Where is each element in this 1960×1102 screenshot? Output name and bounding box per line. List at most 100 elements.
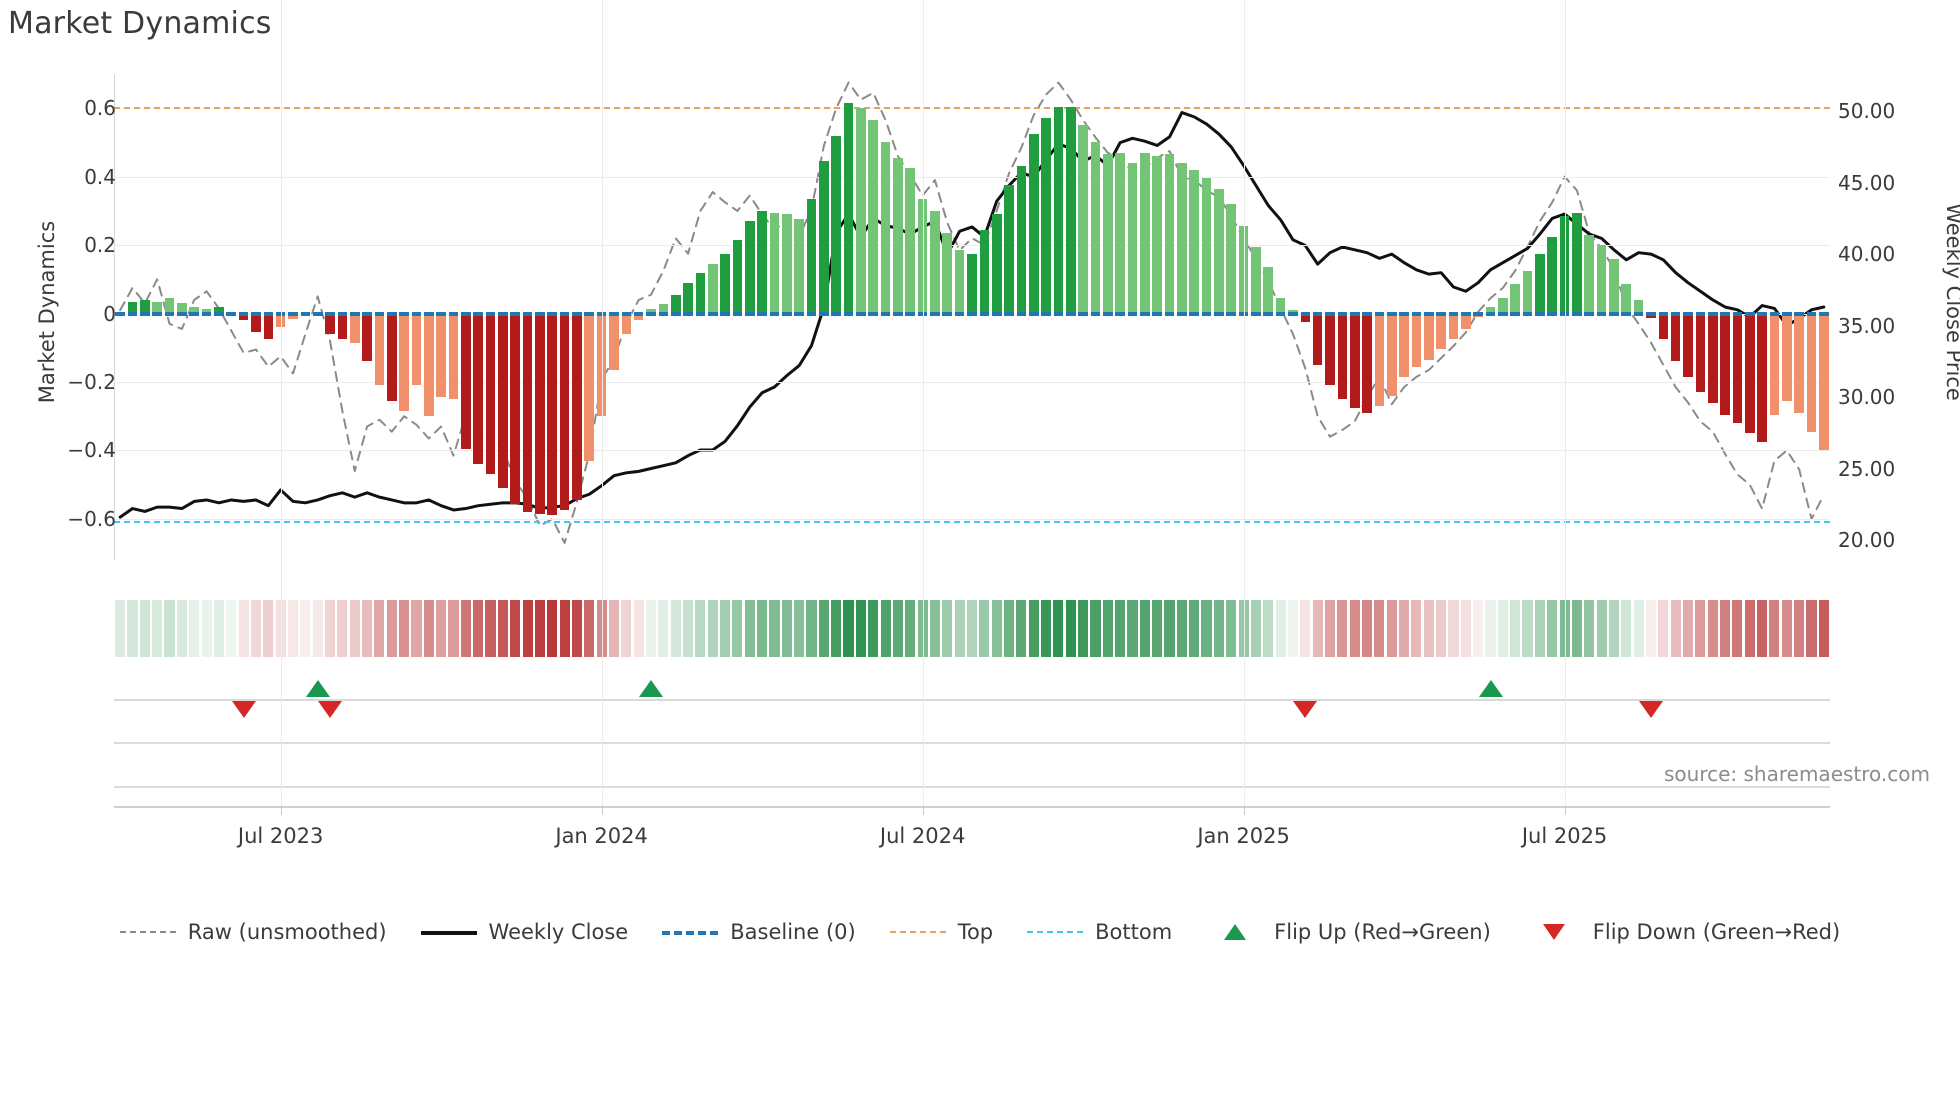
baseline-segment [448, 311, 459, 316]
heatmap-cell [522, 600, 533, 657]
dynamics-bar [1646, 313, 1656, 318]
baseline-segment [1362, 311, 1372, 316]
heatmap-cell [1361, 600, 1373, 657]
heatmap-cell [1078, 600, 1089, 657]
dynamics-bar [843, 103, 854, 314]
baseline-segment [868, 311, 879, 316]
bottom-reference-line [114, 520, 1830, 523]
heatmap-cell [1806, 600, 1817, 657]
dynamics-bar [214, 306, 224, 314]
heatmap-cell [127, 600, 138, 657]
heatmap-cell [1238, 600, 1249, 657]
baseline-segment [609, 311, 619, 316]
dynamics-bar [399, 313, 409, 412]
baseline-segment [621, 311, 632, 316]
dynamics-bar [794, 219, 804, 314]
heatmap-cell [1682, 600, 1694, 657]
y-tick-label-right: 50.00 [1838, 99, 1896, 124]
baseline-segment [498, 311, 508, 316]
y-tick-label-right: 30.00 [1838, 385, 1896, 410]
legend-item: Top [889, 920, 993, 944]
dynamics-bar [942, 233, 953, 314]
dynamics-bar [559, 313, 570, 511]
heatmap-cell [1386, 600, 1397, 657]
heatmap-cell [917, 600, 928, 657]
flip-down-marker [231, 701, 256, 718]
dynamics-bar [1300, 313, 1311, 323]
dynamics-bar [1535, 253, 1545, 314]
heatmap-cell [436, 600, 447, 657]
heatmap-cell [670, 600, 681, 657]
x-tick-mark [922, 806, 924, 815]
heatmap-cell [571, 600, 582, 657]
baseline-segment [1695, 311, 1706, 316]
dynamics-bar [1065, 106, 1076, 314]
baseline-segment [226, 311, 237, 316]
y-axis-right-label: Weekly Close Price [1942, 203, 1960, 401]
dynamics-bar [1251, 246, 1261, 314]
baseline-segment [1646, 311, 1656, 316]
flip-down-marker [1638, 701, 1663, 718]
dynamics-bar [1522, 270, 1533, 314]
dynamics-bar [263, 313, 274, 340]
dynamics-bar [609, 313, 619, 371]
baseline-segment [473, 311, 483, 316]
baseline-segment [337, 311, 348, 316]
baseline-segment [1547, 311, 1558, 316]
heatmap-cell [263, 600, 274, 657]
dynamics-bar [1386, 313, 1397, 396]
baseline-segment [1411, 311, 1422, 316]
y-tick-label-left: 0.2 [84, 233, 116, 258]
legend-swatch [1206, 924, 1262, 940]
y-gridline [114, 518, 1830, 520]
heatmap-cell [584, 600, 595, 657]
dynamics-bar [522, 313, 533, 513]
legend-line-icon [662, 931, 719, 935]
heatmap-cell [1534, 600, 1545, 657]
heatmap-cell [695, 600, 706, 657]
heatmap-cell [1287, 600, 1299, 657]
heatmap-cell [1152, 600, 1163, 657]
heatmap-cell [954, 600, 965, 657]
dynamics-bar [423, 313, 434, 417]
baseline-segment [782, 311, 792, 316]
baseline-segment [720, 311, 730, 316]
dynamics-bar [1177, 162, 1187, 314]
heatmap-cell [1436, 600, 1447, 657]
heatmap-cell [720, 600, 731, 657]
baseline-segment [670, 311, 681, 316]
dynamics-bar [461, 313, 471, 449]
heatmap-cell [892, 600, 903, 657]
heatmap-cell [423, 600, 434, 657]
heatmap-cell [1522, 600, 1533, 657]
y-tick-label-left: −0.4 [67, 438, 116, 463]
dynamics-bar [1275, 298, 1286, 314]
baseline-segment [1078, 311, 1088, 316]
top-reference-line [114, 106, 1830, 109]
heatmap-cell [497, 600, 508, 657]
heatmap-cell [843, 600, 854, 657]
heatmap-cell [337, 600, 348, 657]
heatmap-cell [1189, 600, 1200, 657]
dynamics-bar [1633, 299, 1644, 314]
dynamics-bar [164, 298, 175, 314]
legend-label: Raw (unsmoothed) [187, 920, 387, 944]
dynamics-bar [1201, 178, 1212, 314]
heatmap-cell [534, 600, 545, 657]
dynamics-bar [152, 301, 163, 314]
baseline-segment [1201, 311, 1212, 316]
heatmap-cell [473, 600, 484, 657]
heatmap-cell [460, 600, 471, 657]
baseline-segment [1522, 311, 1533, 316]
y-axis-left-label: Market Dynamics [35, 220, 59, 404]
flip-up-marker [305, 680, 330, 697]
baseline-segment [535, 311, 545, 316]
baseline-segment [1127, 311, 1138, 316]
baseline-segment [238, 311, 249, 316]
baseline-segment [1423, 311, 1434, 316]
baseline-segment [744, 311, 755, 316]
baseline-segment [683, 311, 693, 316]
baseline-segment [1572, 311, 1582, 316]
heatmap-cell [1349, 600, 1360, 657]
